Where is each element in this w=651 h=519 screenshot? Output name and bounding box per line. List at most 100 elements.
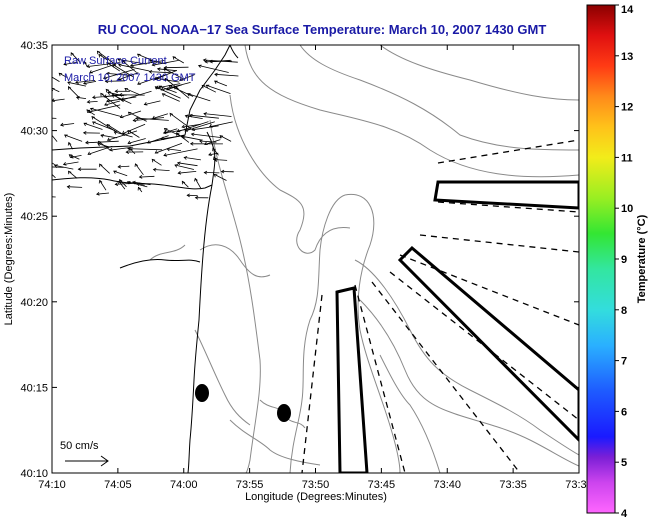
current-vector-head (46, 168, 49, 171)
current-vector (87, 145, 113, 155)
current-vector-head (114, 89, 119, 94)
current-vector (135, 163, 144, 176)
current-vector-head (138, 174, 143, 179)
current-vector (107, 130, 138, 141)
colorbar-ticks: 4 5 6 7 8 9 10 11 12 13 14 (615, 4, 634, 519)
current-vector-head (214, 80, 218, 84)
current-vector (184, 157, 201, 161)
current-vector (136, 182, 145, 186)
current-vector (119, 179, 127, 188)
current-vector-head (91, 116, 96, 120)
current-vector (130, 60, 165, 67)
current-vector-head (213, 156, 217, 160)
current-vector-head (122, 60, 126, 64)
current-vector (163, 148, 198, 156)
colorbar-tick-label: 9 (621, 254, 627, 266)
transect-line (371, 281, 521, 473)
current-vector-head (67, 81, 71, 85)
current-vector (85, 140, 119, 144)
current-vector-head (172, 56, 177, 60)
current-vector-head (86, 109, 91, 113)
current-vector-head (58, 72, 63, 77)
current-vector-head (102, 75, 107, 80)
current-vector-head (117, 63, 122, 68)
current-vector (52, 76, 60, 82)
current-vector-head (86, 64, 91, 68)
current-vector-head (119, 179, 123, 183)
current-vector (54, 165, 74, 170)
y-axis: 40:10 40:15 40:20 40:25 40:30 40:35 (20, 40, 579, 480)
current-vector-head (64, 134, 68, 138)
current-vector (99, 180, 107, 191)
current-vector-head (208, 152, 212, 156)
current-vector-head (113, 170, 117, 174)
current-vector (191, 133, 222, 138)
current-vector (70, 155, 82, 158)
current-vector-head (148, 69, 153, 74)
current-vector-head (219, 135, 224, 139)
current-vector (167, 148, 182, 151)
current-vector-head (83, 60, 87, 65)
current-vector (127, 148, 163, 151)
contour-line (354, 259, 579, 456)
current-vector (122, 123, 146, 135)
current-vector (120, 110, 142, 118)
colorbar-tick-label: 13 (621, 51, 633, 63)
surface-current-vectors (46, 50, 239, 200)
current-vector (172, 56, 185, 64)
current-vector (184, 121, 215, 132)
contour-line (344, 193, 401, 473)
region-box (397, 245, 579, 443)
current-vector (214, 80, 228, 87)
current-vector (182, 123, 201, 128)
current-vector-head (174, 164, 179, 168)
current-vector-head (107, 91, 111, 95)
current-vector (87, 101, 98, 103)
current-vector-head (83, 122, 88, 127)
current-vector (105, 80, 126, 82)
current-vector-head (161, 93, 166, 97)
current-vector (219, 135, 232, 142)
current-vector-head (137, 186, 142, 191)
current-vector (189, 114, 219, 119)
current-vector (70, 52, 80, 63)
current-vector (152, 113, 169, 119)
y-tick-label: 40:15 (20, 382, 48, 394)
current-vector-head (104, 79, 109, 84)
current-vector-head (85, 140, 89, 145)
current-vector-head (208, 124, 213, 128)
current-vector (89, 63, 117, 74)
current-vector-head (160, 136, 165, 141)
y-tick-label: 40:10 (20, 468, 48, 480)
current-vector (96, 192, 110, 195)
scale-label: 50 cm/s (60, 440, 99, 452)
current-vector (198, 65, 229, 73)
current-vector (174, 164, 194, 170)
current-vector-head (66, 185, 71, 189)
current-vector (87, 62, 120, 67)
current-vector (150, 60, 167, 65)
current-vector-head (184, 128, 189, 132)
current-vector (164, 128, 186, 139)
current-vector-head (121, 130, 126, 135)
current-vector-head (96, 191, 100, 196)
current-vector (97, 143, 109, 148)
current-vector (83, 81, 97, 85)
plot-area (46, 45, 579, 473)
current-vector-head (204, 59, 208, 64)
current-vector (137, 74, 166, 85)
current-vector-head (118, 180, 122, 185)
current-vector-head (169, 112, 174, 117)
current-vector-head (136, 182, 141, 187)
current-vector-head (97, 142, 101, 147)
current-vector-head (96, 50, 101, 55)
current-vector (202, 85, 217, 93)
y-axis-label: Latitude (Degrees:Minutes) (3, 193, 15, 326)
current-vector (164, 66, 189, 69)
current-vector-head (163, 153, 168, 157)
transect-line (301, 294, 323, 473)
currents-time: March 10, 2007 1430 GMT (64, 72, 196, 84)
colorbar: 4 5 6 7 8 9 10 11 12 13 14 Temperature (°C) (586, 4, 648, 519)
current-vector (151, 158, 162, 166)
scale-arrowhead (100, 455, 109, 467)
